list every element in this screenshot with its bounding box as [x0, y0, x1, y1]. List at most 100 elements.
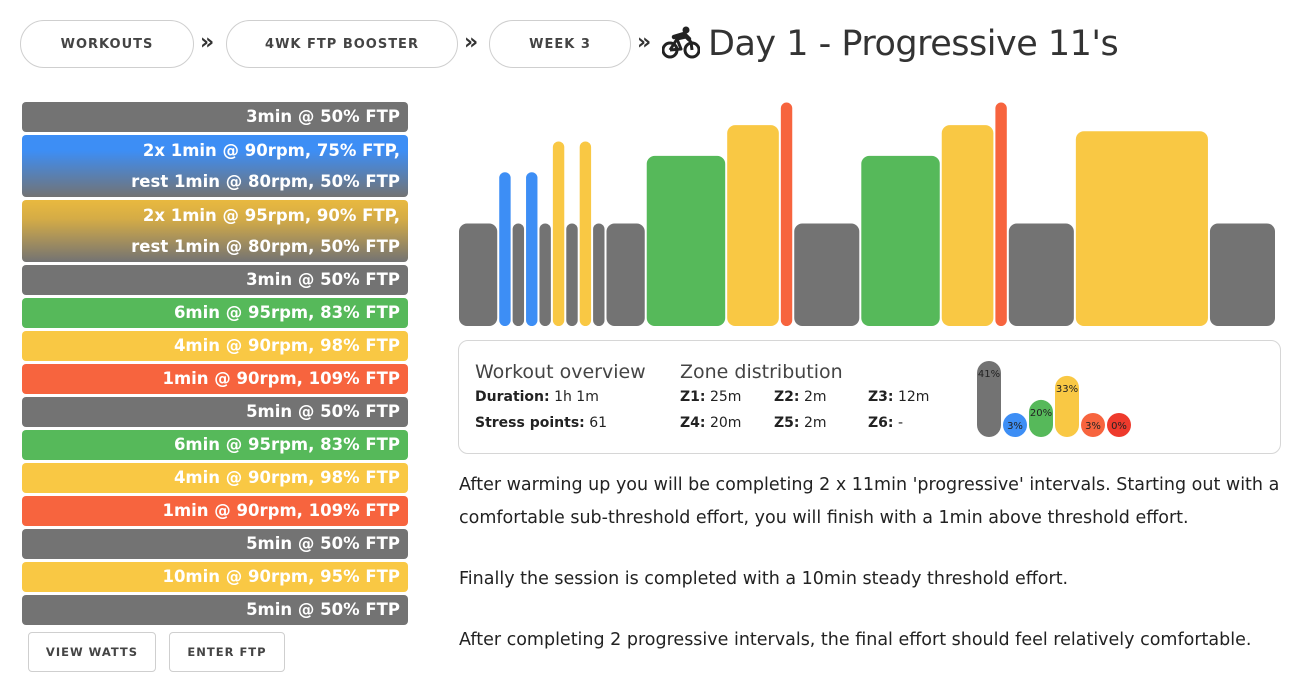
zone-item: Z3: 12m	[868, 389, 929, 405]
zone-bar	[1029, 399, 1053, 437]
interval-label: 4min @ 90rpm, 98% FTP	[173, 336, 400, 355]
zone-label: Z6:	[868, 415, 894, 431]
interval-label: 5min @ 50% FTP	[246, 402, 400, 421]
zone-bar	[1107, 413, 1131, 437]
description-line: After warming up you will be completing …	[459, 475, 1280, 495]
interval-label: 4min @ 90rpm, 98% FTP	[173, 468, 400, 487]
description-paragraph-3: After completing 2 progressive intervals…	[459, 630, 1252, 650]
profile-bar	[579, 141, 592, 326]
profile-bar	[499, 172, 511, 326]
profile-bar	[552, 141, 565, 326]
interval-list: 3min @ 50% FTP 2x 1min @ 90rpm, 75% FTP, r…	[22, 102, 408, 628]
zone-value: 25m	[709, 389, 742, 405]
interval-label: rest 1min @ 80rpm, 50% FTP	[131, 172, 400, 191]
breadcrumb-separator: »	[200, 30, 215, 55]
zone-value: 2m	[803, 415, 827, 431]
interval-label: 6min @ 95rpm, 83% FTP	[173, 435, 400, 454]
workout-overview-heading: Workout overview	[475, 361, 646, 383]
profile-bar	[1075, 131, 1208, 326]
interval-label: rest 1min @ 80rpm, 50% FTP	[131, 237, 400, 256]
zone-label: Z4:	[680, 415, 706, 431]
zone-value: 20m	[709, 415, 742, 431]
description-paragraph-1: After warming up you will be completing …	[459, 469, 1279, 535]
interval-label: 3min @ 50% FTP	[246, 107, 400, 126]
profile-bar	[646, 155, 726, 326]
interval-item: 10min @ 90rpm, 95% FTP	[22, 562, 408, 592]
zone-value: 2m	[803, 389, 827, 405]
description-paragraph-2: Finally the session is completed with a …	[459, 569, 1069, 589]
interval-label: 5min @ 50% FTP	[246, 600, 400, 619]
breadcrumb-plan-label: 4WK FTP BOOSTER	[265, 36, 419, 52]
duration-label: Duration:	[475, 389, 550, 405]
zone-distribution-heading: Zone distribution	[680, 361, 843, 383]
profile-bar	[566, 223, 578, 326]
enter-ftp-label: ENTER FTP	[187, 645, 267, 659]
interval-item: 4min @ 90rpm, 98% FTP	[22, 463, 408, 493]
view-watts-button[interactable]: VIEW WATTS	[28, 632, 156, 672]
profile-bar	[512, 223, 525, 326]
interval-item: 5min @ 50% FTP	[22, 397, 408, 427]
zone-bar-label: 3%	[1007, 421, 1023, 432]
interval-item: 3min @ 50% FTP	[22, 102, 408, 132]
interval-item: 5min @ 50% FTP	[22, 529, 408, 559]
profile-bar	[606, 223, 645, 326]
interval-label: 2x 1min @ 95rpm, 90% FTP,	[142, 206, 400, 225]
breadcrumb-week-label: WEEK 3	[529, 36, 591, 52]
cyclist-icon	[661, 25, 701, 63]
interval-label: 10min @ 90rpm, 95% FTP	[162, 567, 400, 586]
stress-label: Stress points:	[475, 415, 585, 431]
zone-label: Z1:	[680, 389, 706, 405]
view-watts-label: VIEW WATTS	[45, 645, 139, 659]
page-header: Day 1 - Progressive 11's	[661, 18, 1119, 70]
zone-label: Z3:	[868, 389, 894, 405]
zone-item: Z6: -	[868, 415, 903, 431]
zone-value: 12m	[897, 389, 930, 405]
workout-profile-chart	[459, 102, 1275, 326]
profile-bar	[861, 155, 940, 326]
zone-bar-label: 41%	[978, 369, 1000, 380]
profile-bar	[593, 223, 605, 326]
zone-bar-label: 20%	[1030, 408, 1052, 419]
zone-value: -	[897, 415, 904, 431]
profile-bar	[995, 102, 1007, 326]
zone-bar	[1055, 375, 1079, 437]
breadcrumb-separator: »	[464, 30, 479, 55]
profile-bar	[1209, 223, 1275, 326]
interval-label: 5min @ 50% FTP	[246, 534, 400, 553]
stress-value: 61	[589, 415, 608, 431]
interval-item: 6min @ 95rpm, 83% FTP	[22, 430, 408, 460]
profile-bar	[794, 223, 860, 326]
interval-item: 4min @ 90rpm, 98% FTP	[22, 331, 408, 361]
zone-distribution-chart: 41% 3% 20% 33% 3% 0%	[977, 361, 1131, 437]
profile-bar	[727, 125, 779, 326]
enter-ftp-button[interactable]: ENTER FTP	[169, 632, 285, 672]
interval-label: 1min @ 90rpm, 109% FTP	[162, 369, 400, 388]
zone-item: Z4: 20m	[680, 415, 741, 431]
stress-row: Stress points: 61	[475, 415, 607, 431]
interval-label: 3min @ 50% FTP	[246, 270, 400, 289]
breadcrumb-week[interactable]: WEEK 3	[489, 20, 631, 68]
duration-row: Duration: 1h 1m	[475, 389, 599, 405]
interval-item: 5min @ 50% FTP	[22, 595, 408, 625]
profile-bar	[1008, 223, 1074, 326]
zone-bar	[1003, 413, 1027, 437]
interval-label: 2x 1min @ 90rpm, 75% FTP,	[142, 141, 400, 160]
zone-bar-label: 33%	[1056, 384, 1078, 395]
zone-label: Z5:	[774, 415, 800, 431]
description-line: comfortable sub-threshold effort, you wi…	[459, 508, 1189, 528]
interval-item: 1min @ 90rpm, 109% FTP	[22, 496, 408, 526]
profile-bar	[780, 102, 793, 326]
breadcrumb-separator: »	[637, 30, 652, 55]
zone-bar-label: 3%	[1085, 421, 1101, 432]
interval-item: 2x 1min @ 90rpm, 75% FTP, rest 1min @ 80r…	[22, 135, 408, 197]
zone-item: Z2: 2m	[774, 389, 827, 405]
profile-bar	[459, 223, 498, 326]
zone-bar-label: 0%	[1111, 421, 1127, 432]
profile-bar	[539, 223, 551, 326]
breadcrumb-workouts[interactable]: WORKOUTS	[20, 20, 194, 68]
interval-label: 1min @ 90rpm, 109% FTP	[162, 501, 400, 520]
duration-value: 1h 1m	[554, 389, 599, 405]
interval-item: 2x 1min @ 95rpm, 90% FTP, rest 1min @ 80r…	[22, 200, 408, 262]
interval-item: 1min @ 90rpm, 109% FTP	[22, 364, 408, 394]
breadcrumb-plan[interactable]: 4WK FTP BOOSTER	[226, 20, 458, 68]
